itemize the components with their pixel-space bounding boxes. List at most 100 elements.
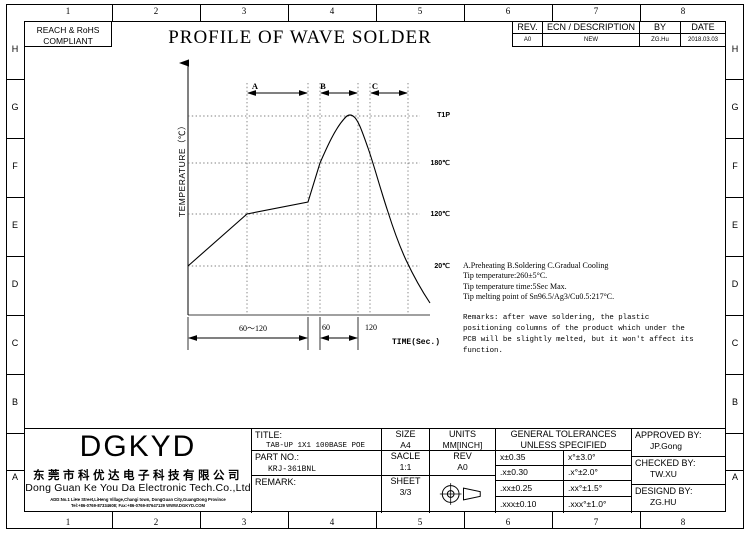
zone-tick	[726, 79, 744, 80]
table-row: A0 NEW ZG.Hu 2018.03.03	[513, 33, 725, 46]
size-value: A4	[400, 440, 411, 450]
approved-by-label: APPROVED BY:	[635, 430, 702, 440]
remark-line-2: positioning columns of the product which…	[463, 325, 685, 333]
zone-letter-right-E: E	[731, 220, 738, 230]
remark-line-3: PCB will be slightly melted, but it won'…	[463, 336, 694, 344]
rohs-line-1: REACH & RoHS	[36, 25, 100, 35]
tolerance-linear-value-4: .xxx±0.10	[500, 499, 537, 509]
note-melting-point: Tip melting point of Sn96.5/Ag3/Cu0.5:21…	[463, 292, 615, 302]
zone-letter-left-C: C	[11, 338, 19, 348]
designed-by-value: ZG.HU	[650, 497, 677, 507]
zone-letter-right-F: F	[732, 161, 738, 171]
zone-tick	[6, 256, 24, 257]
chart-phase-label-a: A	[251, 81, 259, 91]
tolerance-title-line-1: GENERAL TOLERANCES	[510, 429, 617, 439]
zone-tick	[640, 512, 641, 529]
zone-letter-left-D: D	[11, 279, 19, 289]
tolerance-title: GENERAL TOLERANCES UNLESS SPECIFIED	[496, 429, 632, 451]
checked-by-field: CHECKED BY: TW.XU	[632, 457, 726, 485]
zone-number-top-1: 1	[65, 6, 71, 16]
zone-letter-right-H: H	[731, 44, 739, 54]
scale-field: SACLE 1:1	[382, 451, 430, 476]
zone-letter-left-A: A	[11, 472, 18, 482]
zone-number-top-7: 7	[593, 6, 599, 16]
first-angle-projection-icon	[439, 483, 481, 505]
zone-number-top-3: 3	[241, 6, 247, 16]
tolerance-angular-value-1: x°±3.0°	[568, 452, 596, 462]
units-field: UNITS MM[INCH]	[430, 429, 496, 451]
tolerance-linear-1: x±0.35	[496, 451, 564, 466]
sheet-value: 3/3	[399, 487, 412, 497]
company-logo-block: DGKYD 东莞市科优达电子科技有限公司 Dong Guan Ke You Da…	[24, 429, 252, 513]
tolerance-linear-4: .xxx±0.10	[496, 497, 564, 513]
zone-number-bottom-4: 4	[329, 517, 335, 527]
zone-letter-right-C: C	[731, 338, 739, 348]
sheet-outer-border	[6, 4, 744, 529]
remark-field: REMARK:	[252, 476, 382, 513]
zone-number-bottom-2: 2	[153, 517, 159, 527]
zone-number-bottom-1: 1	[65, 517, 71, 527]
tolerance-linear-value-1: x±0.35	[500, 452, 526, 462]
revision-table: REV. ECN / DESCRIPTION BY DATE A0 NEW ZG…	[512, 21, 726, 47]
tolerance-angular-value-3: .xx°±1.5°	[568, 483, 603, 493]
zone-letter-right-A: A	[731, 472, 738, 482]
zone-tick	[464, 512, 465, 529]
revision-header-rev: REV.	[513, 21, 543, 33]
tolerance-linear-3: .xx±0.25	[496, 481, 564, 497]
rohs-line-2: COMPLIANT	[43, 36, 93, 46]
zone-tick	[552, 4, 553, 21]
tolerance-linear-value-3: .xx±0.25	[500, 483, 533, 493]
units-label: UNITS	[449, 429, 476, 439]
sheet-inner-border	[24, 21, 726, 512]
zone-tick	[726, 433, 744, 434]
revision-header-by: BY	[640, 21, 681, 33]
zone-number-top-8: 8	[680, 6, 686, 16]
zone-tick	[288, 512, 289, 529]
note-tip-time: Tip temperature time:5Sec Max.	[463, 281, 567, 291]
chart-y-tick-label-t1p: T1P	[437, 112, 450, 119]
company-logo-text: DGKYD	[79, 430, 197, 463]
revision-cell-by: ZG.Hu	[640, 34, 681, 46]
size-field: SIZE A4	[382, 429, 430, 451]
zone-tick	[640, 4, 641, 21]
revision-field: REV A0	[430, 451, 496, 476]
revision-cell-rev: A0	[513, 34, 543, 46]
zone-tick	[200, 512, 201, 529]
zone-tick	[726, 374, 744, 375]
units-value: MM[INCH]	[442, 440, 483, 450]
zone-tick	[726, 256, 744, 257]
zone-letter-left-H: H	[11, 44, 19, 54]
revision-cell-desc: NEW	[543, 34, 640, 46]
zone-letter-right-G: G	[731, 102, 739, 112]
checked-by-label: CHECKED BY:	[635, 458, 696, 468]
zone-number-bottom-8: 8	[680, 517, 686, 527]
tolerance-title-line-2: UNLESS SPECIFIED	[520, 440, 607, 450]
title-value: TAB-UP 1X1 100BASE POE	[266, 442, 366, 450]
approved-by-field: APPROVED BY: JP.Gong	[632, 429, 726, 457]
chart-y-tick-label-120: 120℃	[430, 211, 450, 218]
title-label: TITLE:	[255, 430, 283, 440]
zone-number-bottom-3: 3	[241, 517, 247, 527]
zone-letter-right-D: D	[731, 279, 739, 289]
zone-number-bottom-5: 5	[417, 517, 423, 527]
revision-value: A0	[457, 462, 468, 472]
zone-letter-right-B: B	[731, 397, 738, 407]
chart-phase-label-c: C	[371, 81, 379, 91]
zone-letter-left-B: B	[11, 397, 18, 407]
zone-tick	[6, 374, 24, 375]
company-name-en: Dong Guan Ke You Da Electronic Tech.Co.,…	[25, 482, 251, 494]
zone-tick	[288, 4, 289, 21]
tolerance-linear-2: .x±0.30	[496, 466, 564, 481]
process-notes: A.Preheating B.Soldering C.Gradual Cooli…	[463, 261, 743, 303]
size-label: SIZE	[395, 429, 416, 439]
chart-phase-label-b: B	[320, 81, 326, 91]
zone-tick	[726, 315, 744, 316]
sheet-field: SHEET 3/3	[382, 476, 430, 513]
revision-header-desc: ECN / DESCRIPTION	[543, 21, 640, 33]
tolerance-angular-3: .xx°±1.5°	[564, 481, 632, 497]
part-number-value: KRJ-361BNL	[268, 465, 317, 474]
page-title: PROFILE OF WAVE SOLDER	[168, 27, 432, 48]
note-tip-temp: Tip temperature:260±5°C.	[463, 271, 548, 281]
zone-tick	[464, 4, 465, 21]
remark-line-1: Remarks: after wave soldering, the plast…	[463, 314, 650, 322]
